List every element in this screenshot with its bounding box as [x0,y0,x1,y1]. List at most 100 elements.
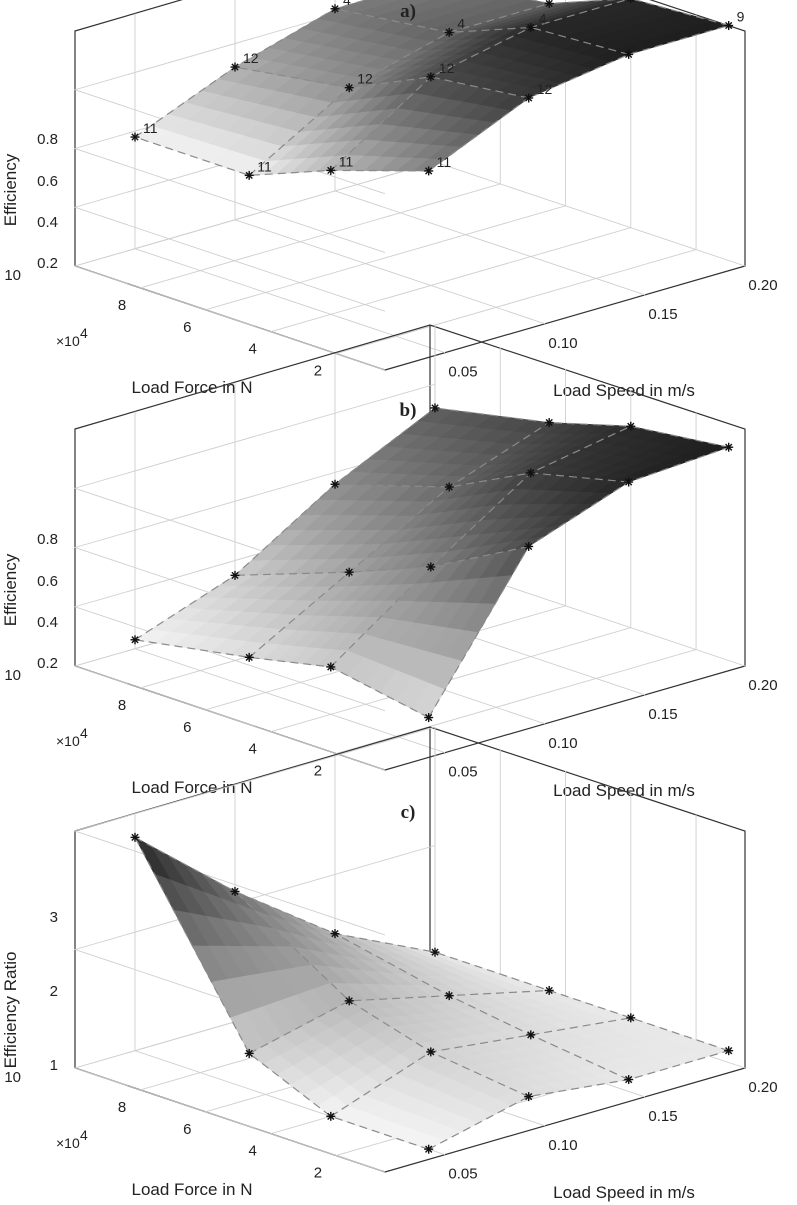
data-point [524,93,534,103]
mesh-line [334,8,629,55]
mesh-line [134,639,429,719]
mesh-line [434,951,729,1052]
data-point [724,21,734,31]
y-tick-label: 4 [248,1143,256,1160]
data-point [424,713,434,723]
data-point [330,929,340,939]
data-point [330,479,340,489]
y-axis-label: Load Force in N [132,378,253,397]
mesh-line [334,472,629,488]
mesh-line [134,136,429,176]
data-point [344,996,354,1006]
data-point [444,27,454,37]
y-exponent-label: ×10 [56,733,80,749]
data-point [230,62,240,72]
x-axis-label: Load Speed in m/s [553,1183,695,1202]
y-tick-label: 4 [248,341,256,358]
y-tick-label: 6 [183,1121,191,1138]
point-label: 4 [557,0,565,3]
y-exponent-label: ×10 [56,1135,80,1151]
data-markers [130,403,734,723]
surface-patch [494,0,530,5]
z-tick-label: 0.2 [37,255,58,272]
data-point [344,567,354,577]
point-label: 4 [637,37,645,53]
data-point [624,49,634,59]
y-tick-label: 6 [183,319,191,336]
surface-mesh [134,836,729,1150]
data-point [526,22,536,32]
point-label: 11 [437,154,452,170]
surface-patch [423,0,459,7]
y-tick-label: 10 [4,1069,21,1086]
y-tick-label: 8 [118,297,126,314]
x-axis-label: Load Speed in m/s [553,381,695,400]
data-point [426,562,436,572]
mesh-line [330,0,628,171]
data-point [524,541,534,551]
x-tick-label: 0.05 [448,1166,477,1183]
point-label: 9 [737,9,745,25]
y-tick-label: 6 [183,719,191,736]
point-label: 12 [537,81,553,97]
x-tick-label: 0.15 [648,706,677,723]
data-point [444,482,454,492]
x-tick-label: 0.05 [448,364,477,381]
grid-line-y [270,0,632,333]
data-point [426,72,436,82]
z-tick-label: 0.8 [37,131,58,148]
data-point [130,832,140,842]
grid-line-z [73,726,436,936]
data-point [230,570,240,580]
x-tick-label: 0.05 [448,764,477,781]
data-point [626,1013,636,1023]
x-tick-label: 0.15 [648,1108,677,1125]
x-tick-label: 0.10 [548,335,577,352]
mesh-line [428,446,729,718]
surface-patch [458,0,495,6]
y-tick-label: 10 [4,667,21,684]
panel-a: 1112491112491112441112410.20.40.60.8Effi… [1,0,778,400]
point-label: 11 [339,153,354,169]
z-tick-label: 0.6 [37,173,58,190]
data-point [244,170,254,180]
data-point [244,1048,254,1058]
y-exponent-power: 4 [80,325,88,341]
data-point [544,0,554,9]
data-point [430,947,440,957]
data-markers [130,0,734,180]
data-point [130,635,140,645]
surface [134,836,730,1150]
point-label: 12 [357,71,373,87]
z-tick-label: 0.2 [37,655,58,672]
y-axis-label: Load Force in N [132,778,253,797]
data-point [724,1046,734,1056]
z-tick-label: 0.8 [37,531,58,548]
data-markers [130,832,734,1154]
mesh-line [248,422,550,658]
data-point [130,132,140,142]
data-point [624,1075,634,1085]
point-label: 11 [257,158,272,174]
data-point [326,662,336,672]
surface [134,407,730,718]
surface [134,0,730,176]
data-point [526,468,536,478]
data-point [526,1030,536,1040]
y-tick-label: 8 [118,1099,126,1116]
z-tick-label: 3 [50,909,58,926]
mesh-line [434,407,729,448]
x-tick-label: 0.10 [548,1137,577,1154]
data-point [244,652,254,662]
mesh-line [334,933,629,1081]
z-tick-label: 0.4 [37,214,58,231]
z-tick-label: 0.4 [37,614,58,631]
z-tick-label: 2 [50,983,58,1000]
data-point [626,421,636,431]
mesh-line [134,407,436,641]
surface-patch [371,0,400,4]
data-point [330,4,340,14]
point-label: 12 [243,50,259,66]
